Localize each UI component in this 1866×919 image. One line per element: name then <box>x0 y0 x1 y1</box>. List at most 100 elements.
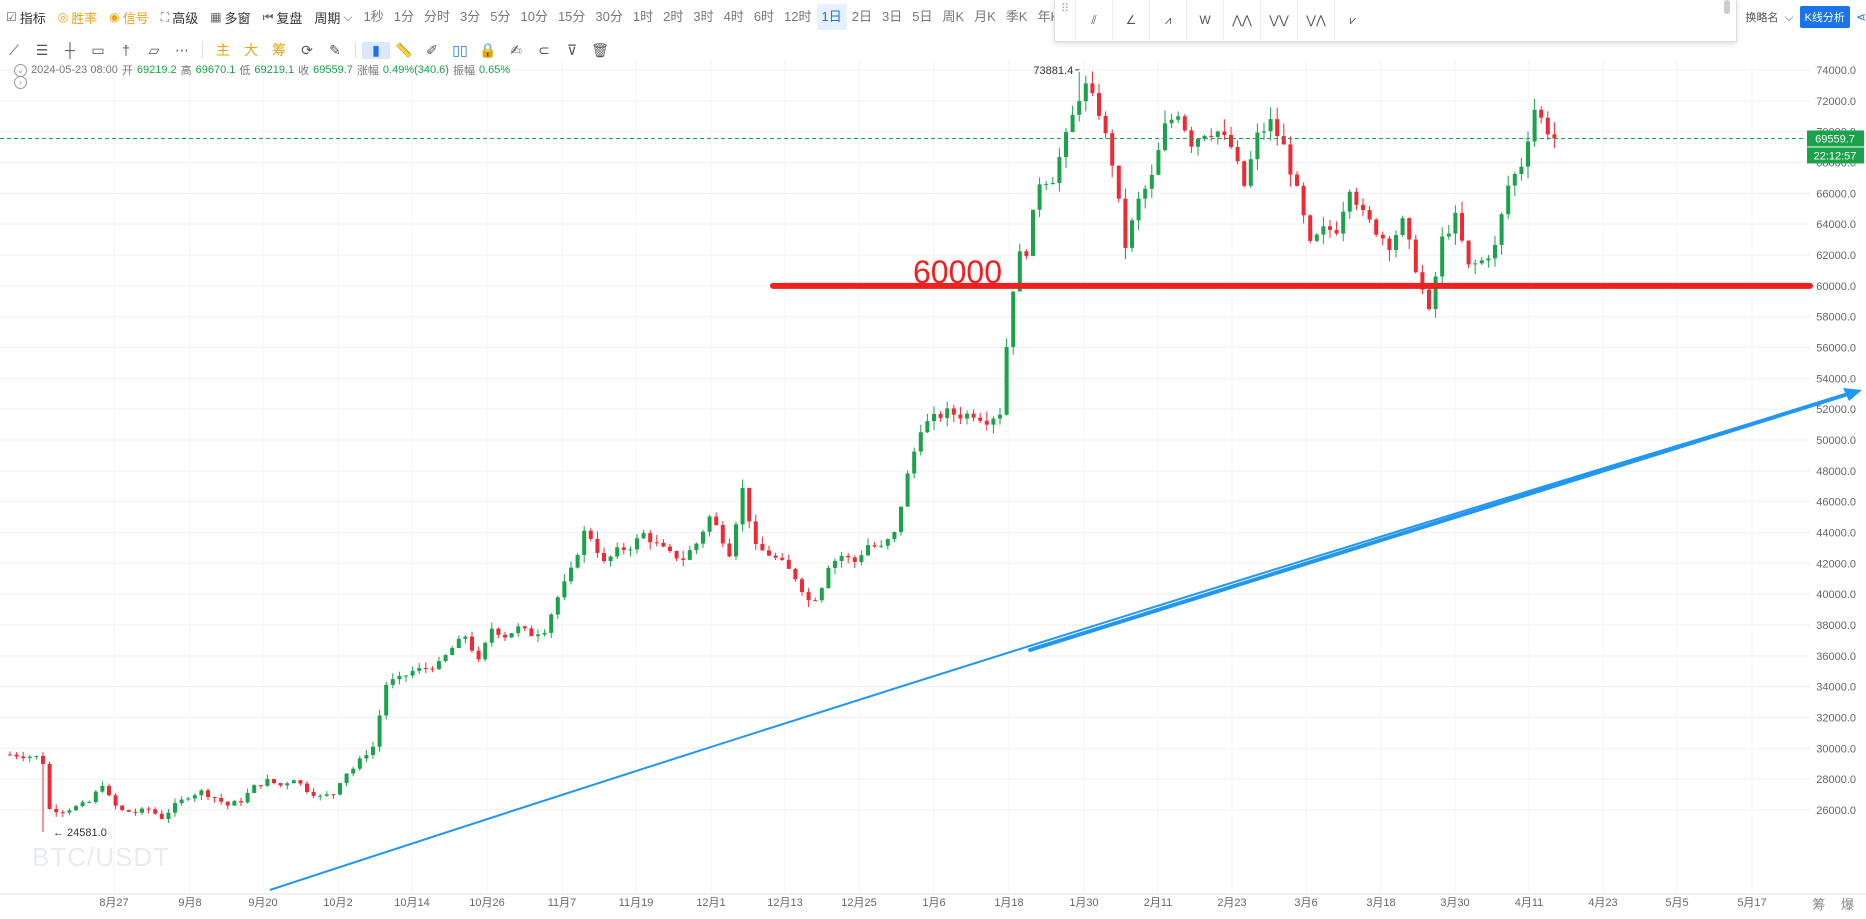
period-tab-5[interactable]: 10分 <box>520 9 548 24</box>
x-tick-label: 3月6 <box>1294 897 1317 909</box>
period-tab-19[interactable]: 月K <box>974 9 996 24</box>
toolbar-item-2[interactable]: ◉ 信号 <box>103 0 155 34</box>
toolbar-item-4[interactable]: ▦ 多窗 <box>204 0 256 34</box>
y-tick-label: 54000.0 <box>1816 373 1856 385</box>
x-tick-label: 12月25 <box>841 897 876 909</box>
period-tab-4[interactable]: 5分 <box>490 9 511 24</box>
toolbar-item-3[interactable]: ⛶ 高级 <box>155 0 204 34</box>
vertical-line-tool-icon[interactable]: † <box>122 42 130 58</box>
candle-body <box>1288 144 1293 175</box>
candle-body <box>140 808 144 813</box>
period-tab-21[interactable]: 年K <box>1037 9 1060 24</box>
candle-body <box>879 545 884 547</box>
y-tick-label: 32000.0 <box>1816 713 1856 725</box>
parallel-channel-icon[interactable]: ⫽ <box>1075 0 1112 40</box>
bookmark-icon[interactable]: ▮ <box>362 41 390 59</box>
horizontal-line-tool-icon[interactable]: ┼ <box>65 42 75 58</box>
candle-body <box>324 794 329 796</box>
toolbar-item-label: 多窗 <box>224 10 251 26</box>
candle-body <box>1552 134 1557 139</box>
candle-body <box>595 538 600 553</box>
period-tab-11[interactable]: 4时 <box>723 9 744 24</box>
period-tab-18[interactable]: 周K <box>942 9 965 24</box>
toolbar-item-1[interactable]: ◎ 胜率 <box>52 0 104 34</box>
fan-lines-icon[interactable]: ∠ <box>1112 0 1149 40</box>
period-tab-7[interactable]: 30分 <box>595 9 623 24</box>
parallelogram-tool-icon[interactable]: ▱ <box>148 41 160 58</box>
wave-5-icon[interactable]: ⋁⋁ <box>1260 0 1297 40</box>
period-tab-13[interactable]: 12时 <box>784 9 812 24</box>
candle-body <box>1004 347 1009 415</box>
panel-scrollbar[interactable] <box>1724 0 1730 14</box>
collapse-icon[interactable]: ⌄ <box>14 63 27 77</box>
candles-icon[interactable]: ▯▯ <box>452 41 468 58</box>
filter-icon[interactable]: ⊽ <box>566 41 578 58</box>
edit-note-icon[interactable]: ✍ <box>510 41 522 58</box>
toolbar-item-0[interactable]: ☑ 指标 <box>0 0 52 34</box>
trash-icon[interactable]: 🗑 <box>591 41 609 58</box>
period-tab-14[interactable]: 1日 <box>816 4 847 30</box>
period-tab-12[interactable]: 6时 <box>753 9 775 24</box>
trend-line-tool-icon[interactable]: ⟋ <box>9 41 19 58</box>
lock-icon[interactable]: 🔒 <box>479 41 497 58</box>
period-tab-17[interactable]: 5日 <box>912 9 933 24</box>
candle-body <box>14 754 19 757</box>
period-tab-16[interactable]: 3日 <box>881 9 903 24</box>
more-tools-icon[interactable]: ⋯ <box>175 41 189 58</box>
period-tab-0[interactable]: 1秒 <box>363 9 384 24</box>
main-indicator-tool[interactable]: 主 <box>216 42 230 58</box>
brush-icon[interactable]: ✐ <box>426 41 438 58</box>
k-analysis-button[interactable]: K线分析 <box>1799 6 1850 28</box>
ruler-icon[interactable]: 📏 <box>395 41 413 58</box>
advanced-icon: ⛶ <box>160 9 170 24</box>
rectangle-tool-icon[interactable]: ▭ <box>91 41 105 58</box>
period-tab-2[interactable]: 分时 <box>423 9 450 24</box>
period-dropdown[interactable]: 周期 ⌵ <box>308 0 358 34</box>
period-tab-3[interactable]: 3分 <box>460 9 481 24</box>
chevron-down-icon[interactable]: ⌵ <box>1784 9 1794 24</box>
drag-handle-icon[interactable]: ⠿ <box>1060 3 1070 15</box>
x-tick-label: 1月6 <box>922 897 945 909</box>
candle-body <box>153 809 158 814</box>
toolbar-item-label: 信号 <box>122 10 149 26</box>
head-shoulders-icon[interactable]: ⋀⋀ <box>1223 0 1260 40</box>
chips-tool[interactable]: 筹 <box>272 42 286 58</box>
candle-body <box>892 531 897 540</box>
candle-body <box>760 543 765 551</box>
trend-arrow-icon <box>1843 388 1862 401</box>
period-tab-20[interactable]: 季K <box>1005 9 1028 24</box>
candle-body <box>377 715 382 747</box>
candle-body <box>509 633 514 638</box>
wave-w-icon[interactable]: W <box>1186 0 1223 40</box>
expand-icon[interactable]: › <box>14 76 27 89</box>
wave-abc-icon[interactable]: ⩘ <box>1149 0 1186 40</box>
wave-8-icon[interactable]: ⩗ <box>1334 0 1371 40</box>
big-order-tool[interactable]: 大 <box>244 42 258 58</box>
candle-body <box>1374 219 1379 235</box>
period-tab-8[interactable]: 1时 <box>632 9 654 24</box>
candle-body <box>1341 211 1346 234</box>
sync-icon[interactable]: ⟳ <box>301 41 313 58</box>
candle-body <box>740 487 745 525</box>
period-tab-9[interactable]: 2时 <box>663 9 684 24</box>
magic-pen-icon[interactable]: ✎ <box>329 41 341 58</box>
toolbar-item-5[interactable]: ⏮ 复盘 <box>257 0 309 34</box>
period-tab-6[interactable]: 15分 <box>557 9 586 24</box>
candle-body <box>1176 116 1181 120</box>
horizontal-ray-tool-icon[interactable]: ☰ <box>35 41 49 58</box>
candle-body <box>826 567 831 589</box>
magnet-icon[interactable]: ⊂ <box>538 41 550 58</box>
rename-link[interactable]: 换略名 <box>1745 12 1779 24</box>
candle-body <box>1196 139 1200 147</box>
period-tab-1[interactable]: 1分 <box>393 9 414 24</box>
candle-body <box>1156 150 1161 175</box>
y-tick-label: 26000.0 <box>1816 805 1856 817</box>
period-tab-10[interactable]: 3时 <box>693 9 714 24</box>
share-icon[interactable]: ⋖ <box>1855 10 1866 24</box>
period-tab-15[interactable]: 2日 <box>851 9 872 24</box>
bottom-right-tools[interactable]: 筹 爆 <box>1812 897 1860 912</box>
wave-3-icon[interactable]: ⋁⋀ <box>1297 0 1334 40</box>
candle-body <box>1506 185 1511 215</box>
info-change: 0.49%(340.6) <box>382 64 449 76</box>
